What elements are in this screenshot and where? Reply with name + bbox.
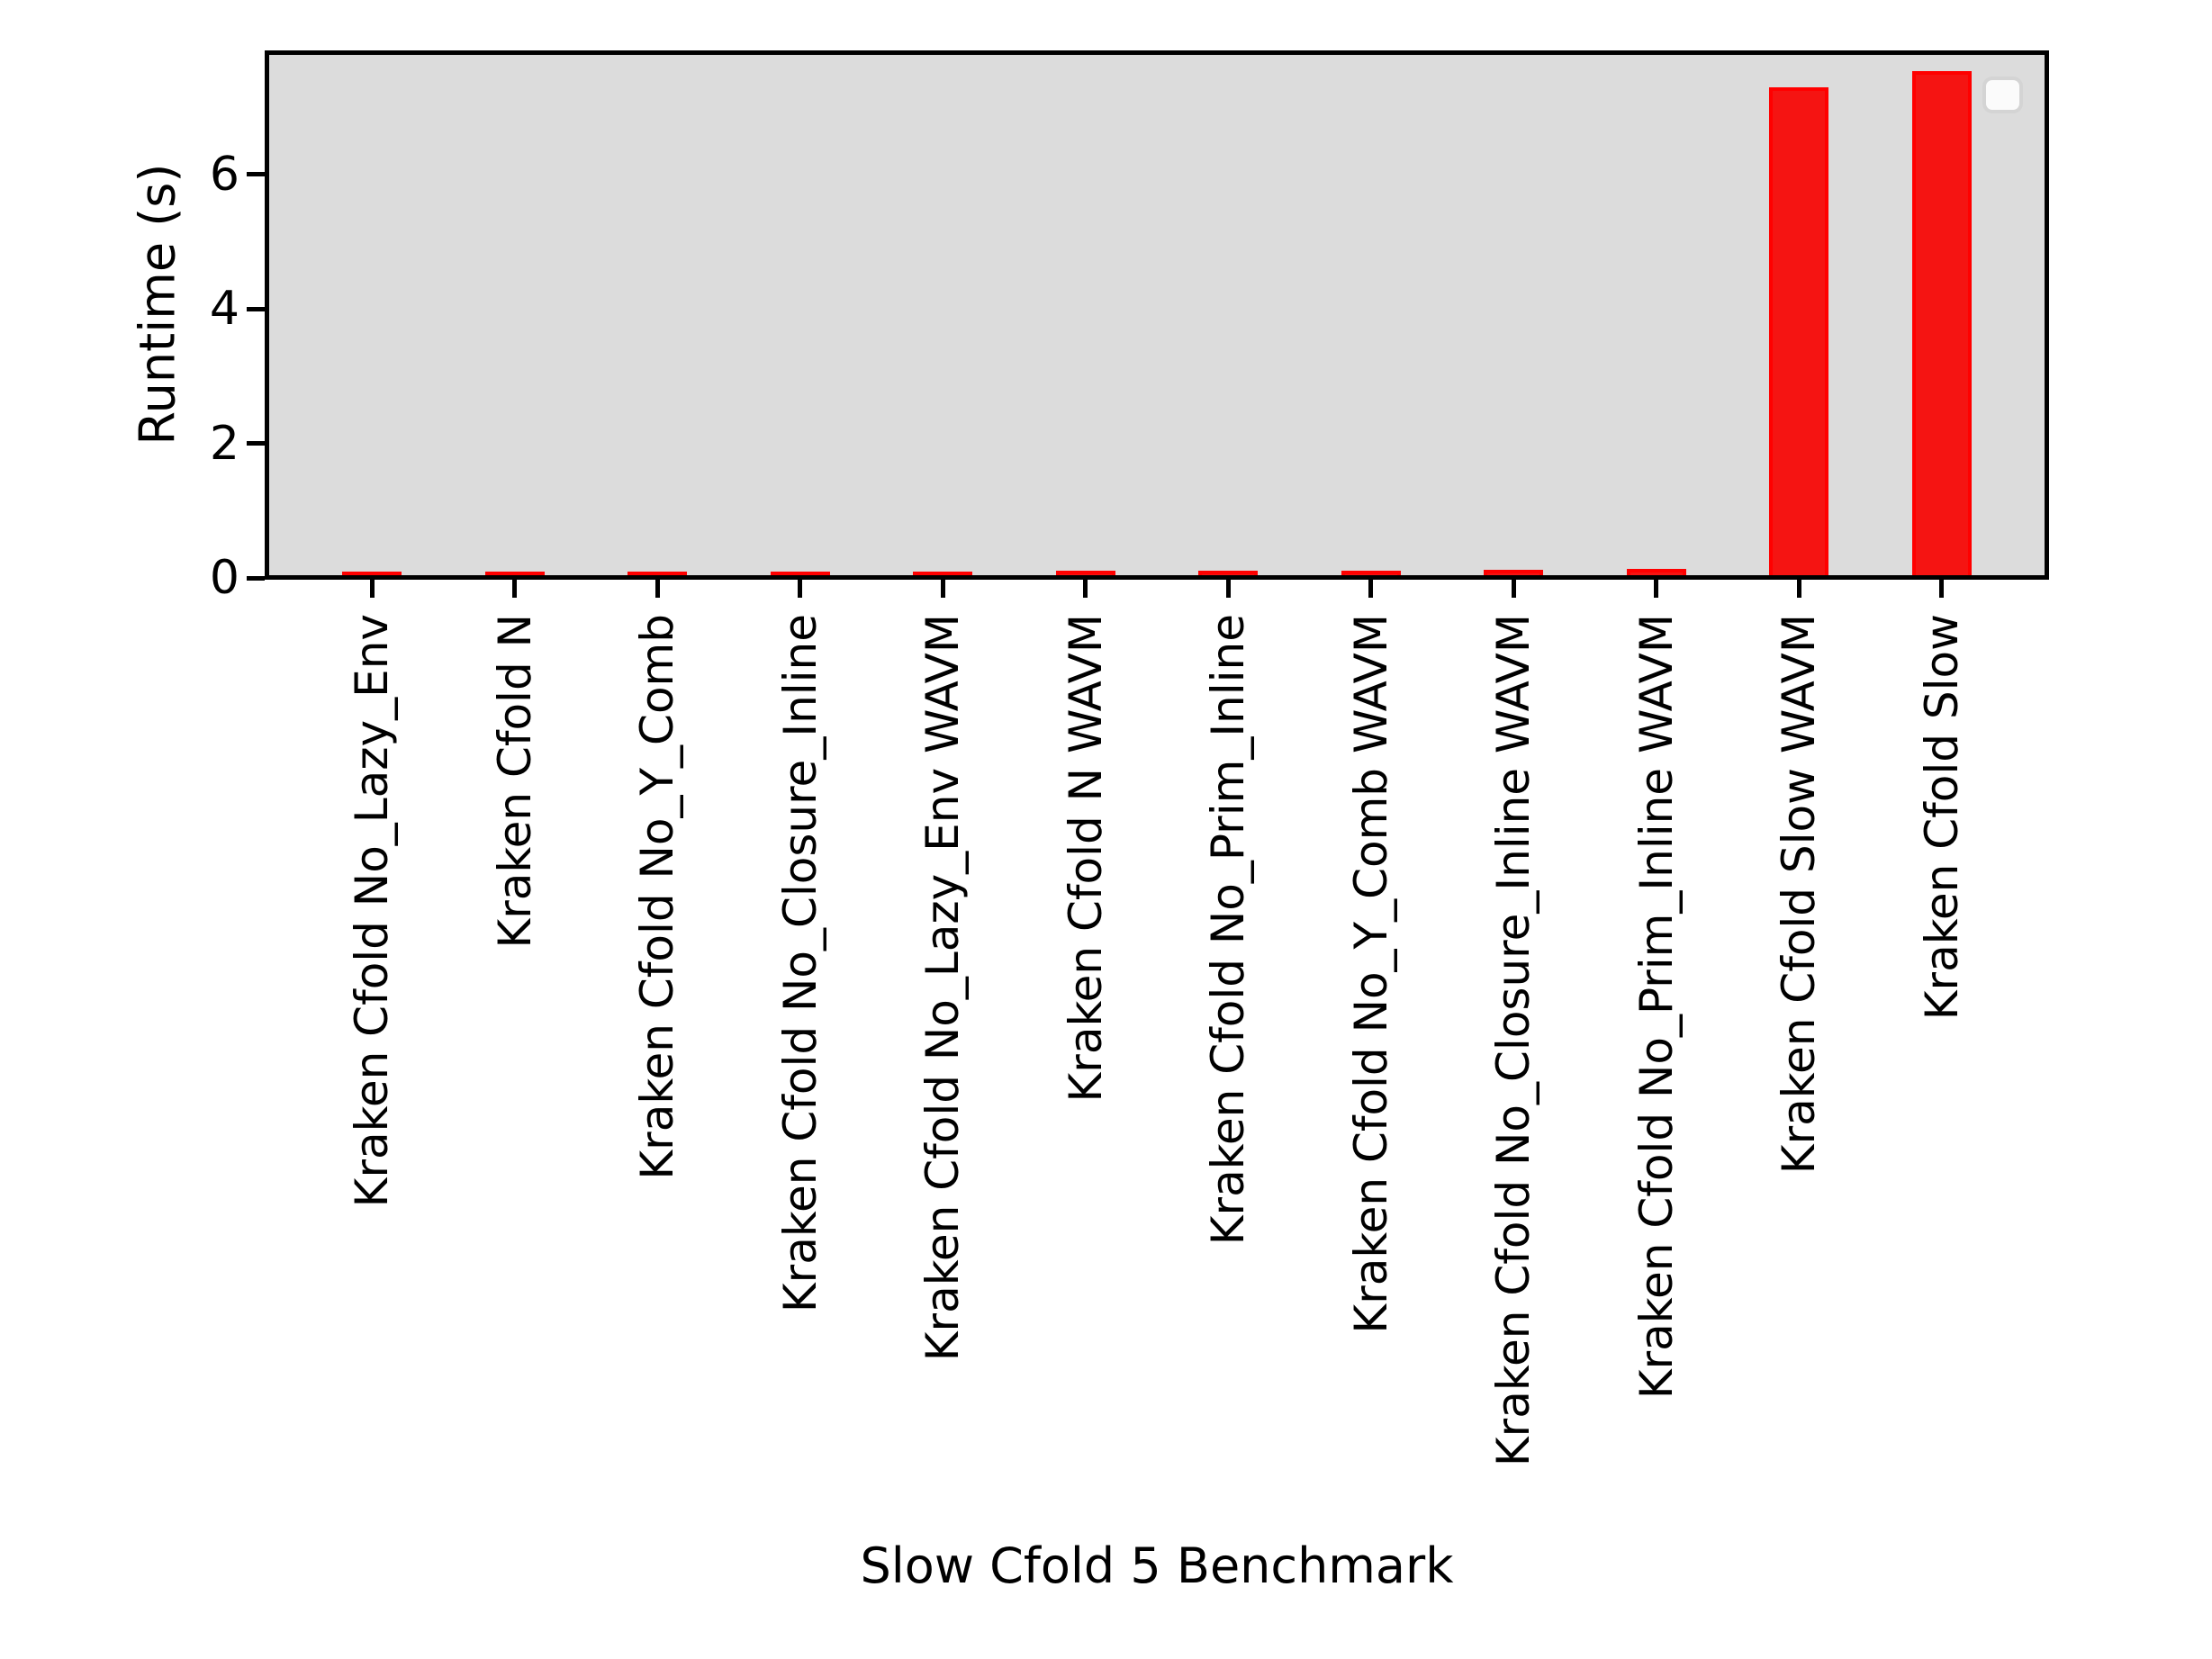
x-tick-mark [1083,580,1088,598]
y-axis-title: Runtime (s) [129,163,186,446]
x-tick-mark [1654,580,1658,598]
bar [1341,571,1401,575]
x-tick-label: Kraken Cfold No_Lazy_Env WAVM [916,614,969,1362]
x-tick-mark [1796,580,1801,598]
y-tick-label: 6 [209,147,239,202]
x-tick-mark [1939,580,1944,598]
bar [770,572,830,575]
x-tick-mark [512,580,517,598]
x-tick-label: Kraken Cfold No_Y_Comb [631,614,683,1180]
y-tick-mark [247,306,265,311]
x-tick-mark [655,580,660,598]
y-tick-label: 2 [209,416,239,471]
bar [1626,569,1686,575]
y-tick-label: 0 [209,551,239,605]
x-tick-mark [1225,580,1231,598]
bar [1911,71,1972,575]
x-tick-label: Kraken Cfold No_Prim_Inline WAVM [1630,614,1683,1400]
bar [484,572,545,575]
bar [627,572,687,575]
x-tick-label: Kraken Cfold N [488,614,541,949]
y-tick-label: 4 [209,282,239,337]
x-tick-mark [1368,580,1373,598]
x-tick-mark [369,580,375,598]
bar [1769,87,1828,575]
x-tick-label: Kraken Cfold No_Lazy_Env [346,614,398,1208]
x-tick-mark [798,580,802,598]
bar [1198,571,1258,575]
legend-box [1982,77,2023,113]
x-tick-label: Kraken Cfold Slow [1915,614,1968,1021]
plot-area [265,50,2049,580]
x-tick-label: Kraken Cfold N WAVM [1059,614,1112,1103]
bar [913,572,972,575]
x-tick-label: Kraken Cfold Slow WAVM [1773,614,1825,1175]
x-tick-label: Kraken Cfold No_Closure_Inline WAVM [1487,614,1539,1467]
x-tick-label: Kraken Cfold No_Y_Comb WAVM [1344,614,1397,1334]
x-axis-title: Slow Cfold 5 Benchmark [860,1537,1454,1594]
y-tick-mark [247,575,265,581]
x-tick-label: Kraken Cfold No_Prim_Inline [1202,614,1254,1246]
x-tick-mark [940,580,945,598]
bar [342,572,402,575]
bar [1484,570,1543,575]
y-tick-mark [247,172,265,177]
y-tick-mark [247,441,265,446]
bar [1055,571,1115,575]
x-tick-label: Kraken Cfold No_Closure_Inline [773,614,826,1313]
x-tick-mark [1511,580,1516,598]
